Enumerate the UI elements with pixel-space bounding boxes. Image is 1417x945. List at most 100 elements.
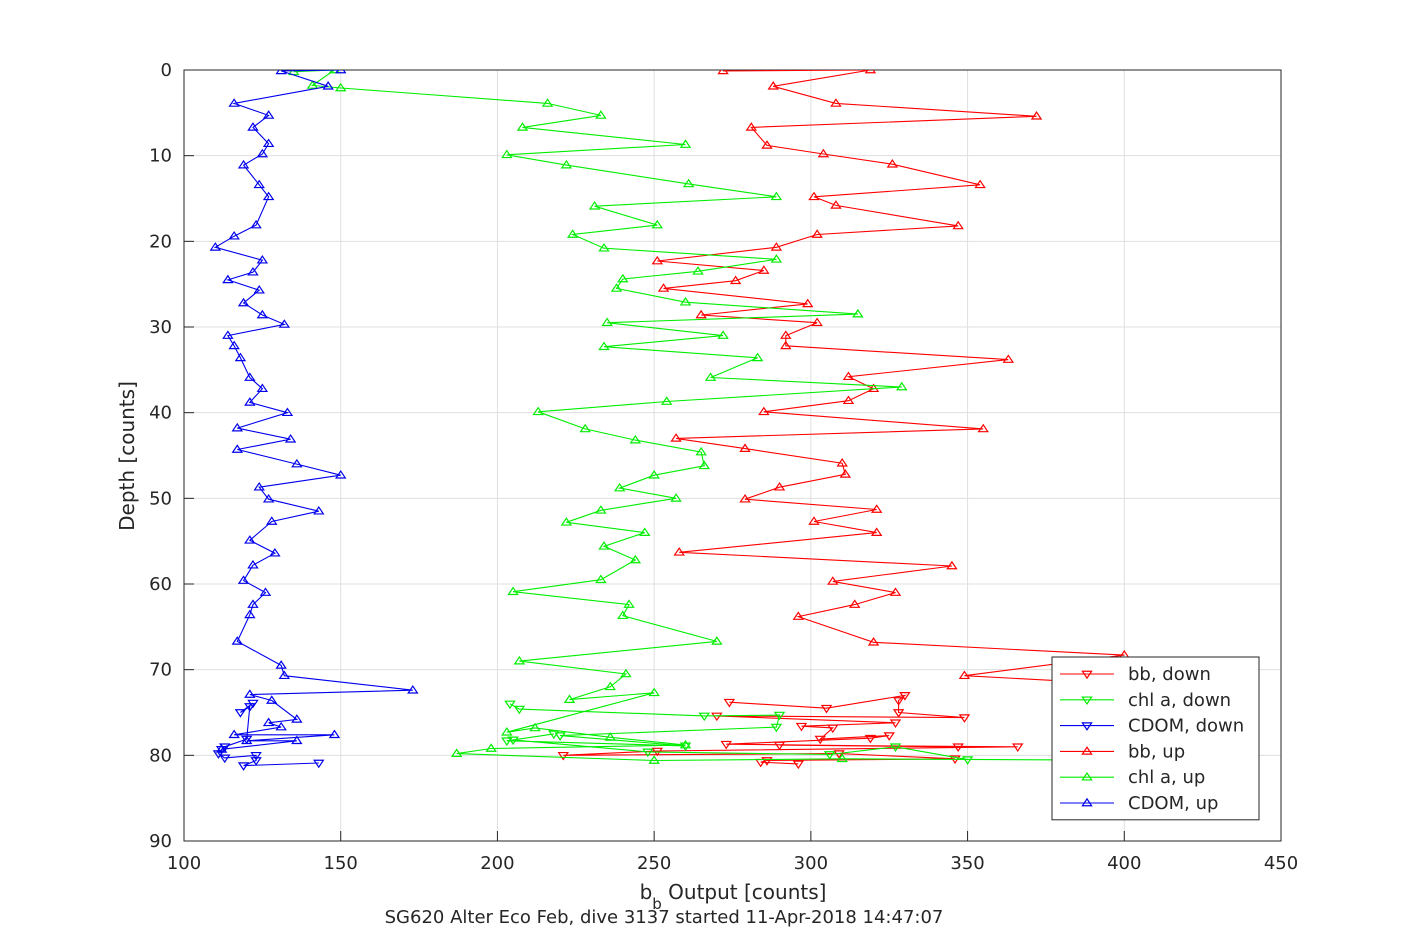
data-point	[275, 660, 287, 669]
data-point	[554, 732, 566, 741]
data-point	[648, 469, 660, 479]
data-point	[820, 704, 833, 714]
series-line	[657, 70, 1158, 695]
data-point	[889, 743, 902, 752]
data-point	[827, 724, 839, 734]
y-tick-label: 80	[149, 745, 172, 766]
data-point	[1030, 111, 1043, 120]
data-point	[253, 284, 265, 294]
legend-entry: CDOM, down	[1060, 716, 1244, 737]
data-point	[595, 505, 607, 514]
data-point	[977, 423, 989, 433]
data-point	[811, 317, 823, 327]
data-point	[761, 140, 773, 149]
data-point	[291, 714, 303, 723]
data-point	[284, 434, 297, 443]
y-tick-label: 90	[149, 831, 172, 852]
data-point	[830, 200, 842, 209]
data-point	[896, 381, 908, 391]
legend-swatch-marker	[1081, 771, 1093, 781]
data-point	[209, 242, 222, 251]
data-point	[563, 694, 576, 704]
data-point	[692, 266, 704, 275]
data-point	[313, 759, 325, 769]
data-point	[256, 383, 269, 393]
data-point	[679, 139, 692, 148]
data-point	[244, 609, 256, 619]
data-point	[588, 200, 601, 210]
data-point	[222, 330, 234, 339]
data-point	[244, 689, 256, 698]
y-tick-label: 20	[149, 231, 172, 252]
data-point	[215, 744, 228, 753]
data-point	[758, 265, 770, 274]
data-point	[648, 687, 660, 697]
data-point	[670, 433, 682, 442]
data-point	[958, 714, 971, 723]
data-point	[817, 148, 830, 158]
legend-entry: bb, down	[1060, 664, 1211, 685]
data-point	[1011, 743, 1024, 752]
data-point	[250, 219, 262, 229]
data-point	[827, 576, 839, 585]
x-tick-label: 150	[324, 853, 358, 874]
data-point	[623, 599, 635, 608]
data-point	[723, 698, 736, 708]
data-point	[610, 283, 623, 292]
data-point	[711, 712, 723, 722]
data-point	[717, 70, 729, 75]
data-point	[695, 446, 707, 456]
data-point	[952, 743, 964, 752]
data-point	[711, 636, 723, 645]
data-point	[507, 586, 519, 596]
data-point	[250, 751, 262, 761]
data-point	[642, 748, 654, 758]
data-point	[231, 444, 244, 453]
data-point	[682, 178, 695, 188]
data-point	[291, 458, 303, 468]
data-point	[842, 371, 855, 381]
data-point	[780, 340, 792, 350]
data-point	[720, 740, 732, 750]
data-point	[617, 610, 629, 620]
data-point	[698, 712, 711, 722]
data-point	[679, 742, 692, 752]
series-1	[501, 700, 974, 765]
y-tick-label: 60	[149, 574, 172, 595]
data-point	[852, 308, 864, 318]
data-point	[313, 505, 325, 515]
data-point	[629, 554, 642, 564]
data-point	[234, 352, 247, 362]
legend-box	[1051, 656, 1260, 821]
x-axis-label-main: b	[640, 880, 653, 904]
data-point	[513, 655, 526, 665]
data-point	[262, 110, 275, 119]
data-point	[780, 330, 792, 339]
data-point	[795, 722, 808, 732]
data-point	[513, 705, 526, 715]
data-point	[679, 739, 692, 749]
data-point	[228, 340, 240, 350]
data-point	[234, 709, 247, 718]
data-point	[266, 516, 278, 525]
data-point	[237, 762, 250, 771]
series-4	[287, 70, 1193, 764]
data-point	[215, 745, 228, 755]
data-point	[770, 242, 783, 251]
data-point	[604, 681, 616, 691]
x-tick-label: 250	[637, 853, 671, 874]
data-point	[598, 341, 610, 351]
data-point	[244, 535, 256, 544]
x-tick-label: 300	[794, 853, 828, 874]
data-point	[648, 755, 660, 764]
data-point	[598, 541, 610, 550]
data-point	[334, 70, 347, 74]
data-point	[629, 434, 642, 444]
data-point	[651, 255, 663, 265]
data-point	[306, 80, 319, 89]
x-axis-label: bb Output [counts]	[640, 880, 827, 913]
data-point	[739, 443, 751, 453]
legend-swatch-marker	[1081, 670, 1093, 680]
data-point	[889, 587, 902, 596]
